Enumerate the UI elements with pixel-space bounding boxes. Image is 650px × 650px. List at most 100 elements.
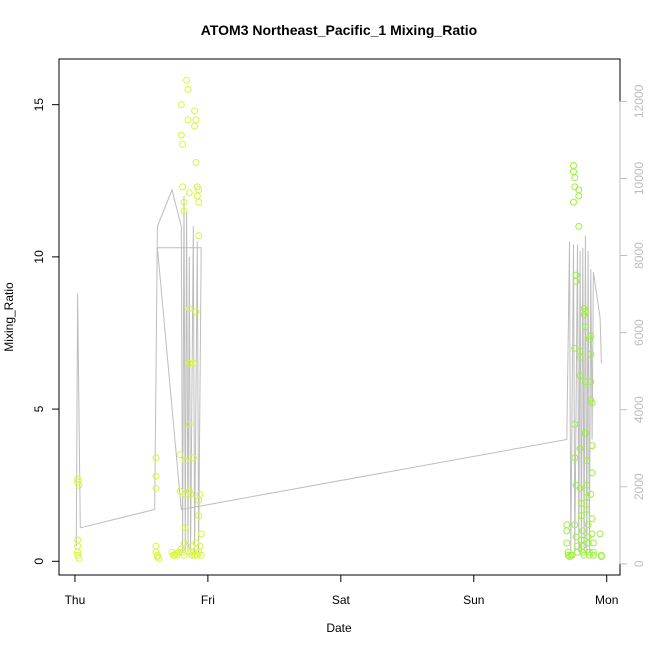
- points-layer: [74, 76, 605, 562]
- data-point: [575, 192, 583, 200]
- data-point: [575, 222, 583, 230]
- plot-frame: [58, 58, 621, 576]
- y-tick-label: 10: [32, 250, 46, 264]
- data-point: [181, 457, 189, 465]
- secondary-y-tick-label: 2000: [632, 473, 646, 500]
- data-point: [176, 487, 184, 495]
- data-point: [570, 168, 577, 176]
- data-point: [564, 551, 572, 559]
- data-point: [75, 554, 83, 562]
- data-point: [193, 192, 201, 200]
- data-point: [180, 198, 188, 206]
- x-tick-label: Thu: [65, 593, 86, 607]
- data-point: [588, 442, 596, 450]
- data-point: [192, 159, 200, 166]
- data-point: [571, 174, 579, 182]
- data-point: [589, 539, 597, 547]
- data-point: [571, 183, 579, 191]
- data-point: [570, 162, 577, 169]
- data-point: [180, 551, 188, 559]
- data-point: [196, 542, 204, 550]
- data-point: [177, 545, 185, 553]
- secondary-y-tick-label: 0: [632, 560, 646, 567]
- y-axis: 0 5 10 15: [32, 98, 60, 565]
- data-point: [191, 551, 199, 559]
- data-point: [571, 420, 579, 428]
- data-point: [184, 116, 192, 124]
- secondary-y-axis: 0 2000 4000 6000 8000 10000 12000: [619, 84, 646, 567]
- data-point: [191, 122, 199, 130]
- data-point: [583, 506, 591, 513]
- x-tick-label: Fri: [201, 593, 215, 607]
- data-point: [587, 350, 595, 358]
- x-tick-label: Sun: [463, 593, 484, 607]
- data-point: [179, 140, 187, 148]
- data-point: [152, 472, 160, 480]
- data-point: [576, 372, 584, 380]
- data-point: [575, 186, 583, 194]
- data-point: [180, 207, 188, 215]
- x-tick-label: Mon: [595, 593, 618, 607]
- data-point: [563, 521, 571, 529]
- data-point: [195, 512, 203, 520]
- data-point: [191, 107, 199, 115]
- data-point: [588, 530, 596, 538]
- data-point: [188, 542, 196, 550]
- data-point: [584, 521, 592, 529]
- data-point: [568, 551, 576, 559]
- secondary-y-tick-label: 8000: [632, 242, 646, 269]
- data-point: [197, 530, 205, 538]
- data-point: [584, 539, 592, 547]
- data-point: [581, 323, 589, 331]
- data-point: [188, 551, 196, 559]
- data-point: [152, 542, 160, 550]
- data-point: [570, 198, 577, 206]
- data-point: [152, 454, 160, 462]
- data-point: [580, 551, 588, 559]
- data-point: [597, 553, 605, 561]
- data-point: [577, 500, 585, 507]
- data-point: [576, 484, 584, 492]
- x-axis: Thu Fri Sat Sun Mon: [65, 574, 618, 607]
- data-point: [583, 457, 591, 465]
- data-point: [192, 539, 200, 547]
- y-tick-label: 5: [32, 405, 46, 412]
- data-point: [572, 277, 580, 285]
- data-point: [187, 490, 195, 498]
- data-point: [589, 548, 597, 556]
- data-point: [152, 484, 160, 492]
- data-point: [596, 530, 604, 538]
- data-point: [189, 454, 197, 462]
- data-point: [75, 481, 83, 489]
- data-point: [588, 469, 596, 477]
- data-point: [192, 116, 200, 124]
- data-point: [195, 198, 203, 206]
- y-axis-label: Mixing_Ratio: [2, 282, 16, 352]
- data-point: [74, 542, 82, 550]
- data-point: [177, 101, 185, 109]
- data-point: [588, 515, 596, 523]
- data-point: [583, 481, 591, 489]
- data-point: [192, 308, 200, 316]
- data-point: [177, 131, 185, 139]
- data-point: [563, 539, 571, 547]
- data-point: [155, 554, 163, 562]
- data-point: [587, 378, 595, 386]
- x-axis-label: Date: [326, 621, 352, 635]
- data-point: [589, 551, 597, 559]
- y-tick-label: 0: [32, 558, 46, 565]
- data-point: [563, 527, 571, 535]
- data-point: [153, 553, 161, 561]
- x-tick-label: Sat: [332, 593, 351, 607]
- data-point: [185, 305, 193, 313]
- secondary-y-tick-label: 10000: [632, 161, 646, 195]
- data-point: [74, 551, 82, 559]
- data-point: [587, 490, 595, 498]
- data-point: [189, 359, 197, 367]
- data-point: [572, 533, 580, 541]
- data-point: [74, 536, 82, 544]
- data-point: [576, 445, 584, 453]
- data-point: [196, 490, 204, 498]
- data-point: [185, 189, 193, 197]
